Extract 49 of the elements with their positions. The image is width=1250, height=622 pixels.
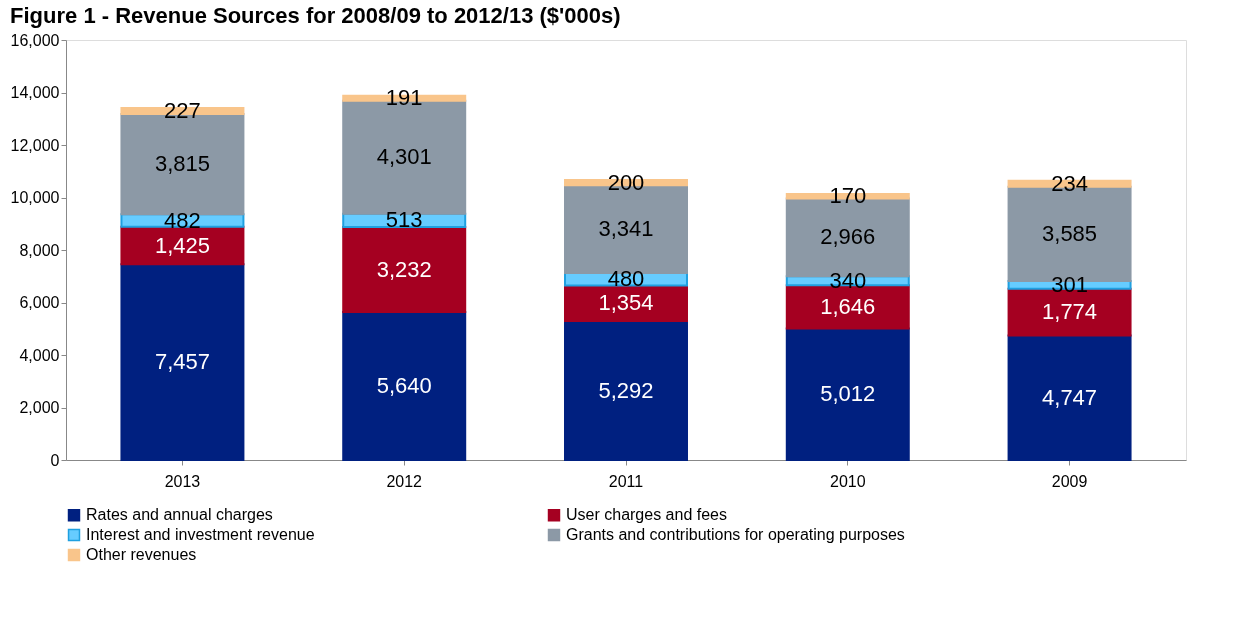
- data-label: 4,747: [1042, 384, 1098, 410]
- bar: [342, 226, 467, 313]
- data-label: 234: [1051, 170, 1088, 196]
- legend-label: Other revenues: [86, 546, 197, 563]
- data-label: 5,640: [376, 372, 432, 398]
- x-tick-label: 2011: [608, 472, 644, 490]
- y-tick-label: 16,000: [10, 31, 60, 49]
- y-tick-label: 12,000: [10, 136, 60, 154]
- y-tick-label: 8,000: [19, 241, 60, 259]
- data-label: 5,012: [820, 381, 876, 407]
- bar: [785, 327, 910, 461]
- x-tick-label: 2009: [1051, 472, 1088, 490]
- y-tick-label: 14,000: [10, 84, 60, 101]
- bar: [564, 320, 688, 461]
- data-label: 3,815: [154, 151, 210, 177]
- y-tick-label: 2,000: [19, 399, 60, 416]
- data-label: 227: [164, 98, 201, 124]
- data-label: 3,585: [1042, 220, 1098, 246]
- data-label: 5,292: [598, 377, 654, 403]
- legend-label: Grants and contributions for operating purposes: [566, 526, 905, 543]
- legend-label: Rates and annual charges: [86, 506, 273, 524]
- data-label: 2,966: [820, 224, 876, 250]
- data-label: 1,774: [1042, 299, 1098, 325]
- data-label: 513: [385, 207, 423, 233]
- bar: [1007, 334, 1132, 461]
- y-tick-label: 4,000: [19, 346, 60, 364]
- x-tick-label: 2013: [164, 472, 201, 490]
- y-tick-label: 10,000: [10, 189, 60, 206]
- data-label: 3,341: [598, 216, 654, 242]
- y-tick-label: 6,000: [19, 294, 60, 311]
- y-tick-label: 0: [50, 451, 60, 469]
- x-tick-label: 2010: [829, 472, 866, 490]
- data-label: 170: [829, 183, 867, 209]
- data-label: 7,457: [154, 349, 210, 375]
- bar: [342, 310, 467, 461]
- data-label: 200: [607, 169, 645, 195]
- data-label: 4,301: [376, 144, 432, 170]
- data-label: 3,232: [376, 256, 432, 282]
- legend-label: User charges and fees: [566, 506, 727, 524]
- x-tick-label: 2012: [386, 472, 423, 490]
- data-label: 482: [164, 207, 201, 233]
- legend-label: Interest and investment revenue: [86, 526, 315, 543]
- data-label: 1,425: [154, 232, 210, 258]
- bar: [120, 263, 245, 461]
- data-label: 1,646: [820, 293, 876, 319]
- chart-title: Figure 1 - Revenue Sources for 2008/09 to 2012/13 ($'000s): [10, 3, 621, 28]
- data-label: 480: [607, 266, 645, 292]
- data-label: 191: [385, 85, 423, 111]
- data-label: 1,354: [598, 290, 654, 316]
